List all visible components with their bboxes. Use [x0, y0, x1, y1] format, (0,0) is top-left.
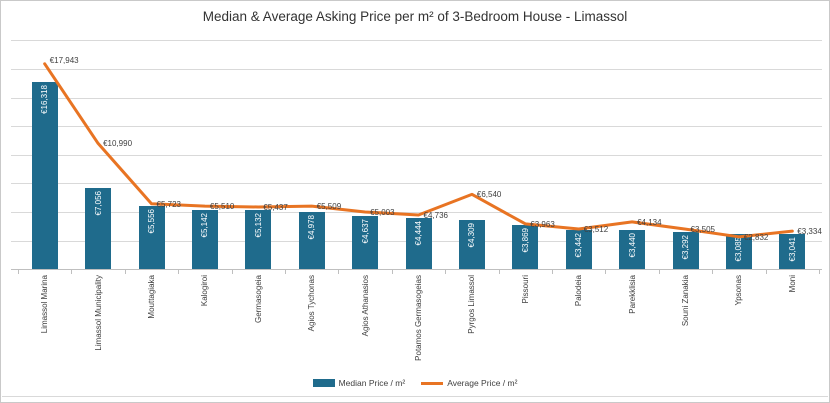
gridline — [11, 68, 822, 70]
median-bar-value: €3,041 — [787, 237, 797, 262]
legend-item-average: Average Price / m² — [421, 378, 517, 388]
legend-label-average: Average Price / m² — [447, 378, 518, 388]
axis-tick — [285, 269, 286, 274]
gridline — [11, 183, 822, 185]
axis-tick — [338, 269, 340, 274]
axis-tick — [124, 269, 126, 274]
category-label: Pyrgos Limassol — [467, 275, 477, 334]
median-series-swatch-icon — [312, 379, 335, 387]
average-value-label: €3,334 — [797, 227, 822, 237]
category-label: Palodeia — [574, 275, 584, 307]
axis-tick — [231, 269, 233, 274]
average-series-swatch-icon — [421, 381, 444, 385]
average-value-label: €4,134 — [637, 217, 662, 227]
median-bar-value: €16,318 — [40, 85, 50, 115]
category-label: Agios Tychonas — [307, 275, 317, 332]
axis-tick — [765, 269, 767, 274]
average-value-label: €5,509 — [316, 202, 342, 212]
legend-item-median: Median Price / m² — [312, 378, 406, 388]
category-label: Souni Zanakia — [681, 275, 690, 327]
category-label: Germasogeia — [253, 275, 263, 324]
average-value-label: €5,723 — [156, 199, 181, 209]
average-value-label: €4,736 — [423, 211, 448, 221]
gridline — [11, 154, 822, 156]
median-bar-value: €3,869 — [520, 227, 530, 253]
axis-tick — [819, 269, 820, 274]
axis-tick — [178, 269, 180, 274]
axis-tick — [498, 269, 500, 274]
median-bar — [779, 234, 806, 270]
median-bar-value: €7,056 — [93, 191, 103, 216]
gridline — [11, 97, 822, 99]
chart-frame-bottom-rule — [2, 396, 828, 397]
x-axis-line — [11, 269, 822, 271]
category-label: Agios Athanasios — [360, 275, 370, 337]
average-value-label: €3,963 — [530, 219, 555, 229]
legend-label-median: Median Price / m² — [338, 378, 406, 388]
median-bar — [725, 233, 752, 270]
median-bar-value: €3,085 — [734, 236, 744, 262]
gridline — [11, 126, 822, 128]
median-bar-value: €4,978 — [307, 215, 317, 240]
median-bar-value: €5,132 — [253, 213, 263, 238]
axis-tick — [18, 269, 19, 274]
gridline — [11, 212, 822, 213]
median-bar-value: €3,292 — [681, 234, 690, 260]
axis-tick — [658, 269, 660, 274]
category-label: Moni — [787, 275, 797, 293]
legend: Median Price / m² Average Price / m² — [1, 378, 829, 388]
median-bar-value: €3,442 — [574, 232, 584, 258]
chart-title: Median & Average Asking Price per m² of … — [202, 9, 628, 24]
average-value-label: €3,505 — [690, 225, 715, 235]
category-label: Ypsonas — [734, 275, 744, 306]
axis-tick — [552, 269, 553, 274]
category-label: Mouttagiaka — [147, 275, 156, 319]
average-value-label: €5,510 — [209, 202, 235, 212]
average-value-label: €5,003 — [370, 207, 395, 217]
axis-tick — [445, 269, 447, 274]
category-label: Parekklisia — [627, 275, 637, 314]
median-bar-value: €4,637 — [360, 219, 370, 244]
median-bar-value: €5,142 — [200, 213, 210, 238]
axis-tick — [71, 269, 73, 274]
average-value-label: €17,943 — [49, 55, 79, 65]
average-value-label: €2,832 — [743, 232, 769, 242]
category-label: Kalogiroi — [200, 275, 210, 307]
median-bar-value: €4,309 — [467, 222, 477, 248]
axis-tick — [391, 269, 393, 274]
category-label: Pissouri — [520, 275, 530, 304]
category-label: Limassol Marina — [40, 275, 50, 334]
gridline — [11, 40, 822, 42]
category-label: Potamos Germasogeias — [414, 275, 423, 362]
axis-tick — [605, 269, 607, 274]
median-bar-value: €4,444 — [414, 221, 423, 246]
median-bar-value: €5,556 — [147, 208, 156, 234]
average-value-label: €3,512 — [583, 225, 609, 235]
average-value-label: €6,540 — [476, 190, 502, 200]
median-bar-value: €3,440 — [627, 232, 637, 258]
average-value-label: €10,990 — [103, 139, 133, 149]
category-label: Limassol Municipality — [93, 275, 103, 351]
average-value-label: €5,437 — [263, 202, 288, 212]
axis-tick — [712, 269, 714, 274]
